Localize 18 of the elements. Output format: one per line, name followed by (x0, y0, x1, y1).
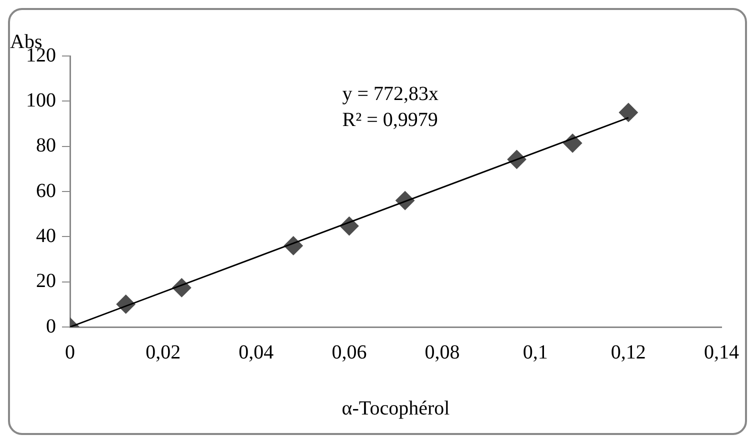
y-tick-label: 60 (36, 180, 56, 202)
x-tick-label: 0,1 (522, 341, 548, 364)
annotation: y = 772,83x (342, 83, 439, 105)
y-tick-label: 40 (36, 224, 56, 247)
x-tick-label: 0,06 (332, 341, 367, 364)
x-axis-title: α-Tocophérol (342, 397, 450, 420)
x-tick-label: 0,08 (424, 341, 460, 364)
x-tick-label: 0,14 (704, 341, 739, 364)
x-tick-label: 0 (65, 341, 75, 364)
y-tick-label: 0 (46, 315, 56, 338)
y-tick-label: 20 (36, 270, 56, 292)
x-tick-label: 0,12 (610, 341, 646, 364)
x-tick-label: 0,02 (146, 341, 181, 364)
x-tick-label: 0,04 (238, 341, 274, 364)
y-tick-label: 100 (26, 89, 56, 112)
y-tick-label: 80 (36, 134, 56, 157)
point (618, 102, 638, 122)
annotation: R² = 0,9979 (342, 109, 438, 131)
